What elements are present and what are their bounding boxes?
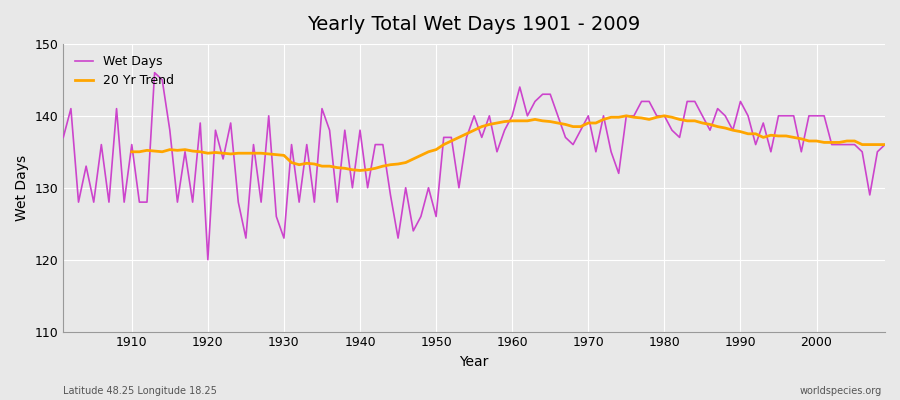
- Text: Latitude 48.25 Longitude 18.25: Latitude 48.25 Longitude 18.25: [63, 386, 217, 396]
- Wet Days: [613, 171, 624, 176]
- Wet Days: [515, 85, 526, 90]
- Wet Days: [879, 142, 890, 147]
- Text: worldspecies.org: worldspecies.org: [800, 386, 882, 396]
- 20 Yr Trend: [126, 149, 137, 154]
- Wet Days: [119, 200, 130, 204]
- 20 Yr Trend: [583, 121, 594, 126]
- Title: Yearly Total Wet Days 1901 - 2009: Yearly Total Wet Days 1901 - 2009: [308, 15, 641, 34]
- Line: Wet Days: Wet Days: [63, 73, 885, 260]
- Wet Days: [302, 142, 312, 147]
- 20 Yr Trend: [522, 118, 533, 123]
- 20 Yr Trend: [621, 114, 632, 118]
- Wet Days: [347, 185, 358, 190]
- Legend: Wet Days, 20 Yr Trend: Wet Days, 20 Yr Trend: [69, 50, 179, 92]
- Wet Days: [202, 257, 213, 262]
- X-axis label: Year: Year: [460, 355, 489, 369]
- Wet Days: [522, 114, 533, 118]
- 20 Yr Trend: [879, 142, 890, 147]
- Y-axis label: Wet Days: Wet Days: [15, 155, 29, 221]
- 20 Yr Trend: [834, 140, 845, 145]
- Line: 20 Yr Trend: 20 Yr Trend: [131, 116, 885, 170]
- 20 Yr Trend: [302, 161, 312, 166]
- Wet Days: [149, 70, 160, 75]
- 20 Yr Trend: [271, 152, 282, 157]
- Wet Days: [58, 135, 68, 140]
- 20 Yr Trend: [857, 142, 868, 147]
- 20 Yr Trend: [355, 168, 365, 173]
